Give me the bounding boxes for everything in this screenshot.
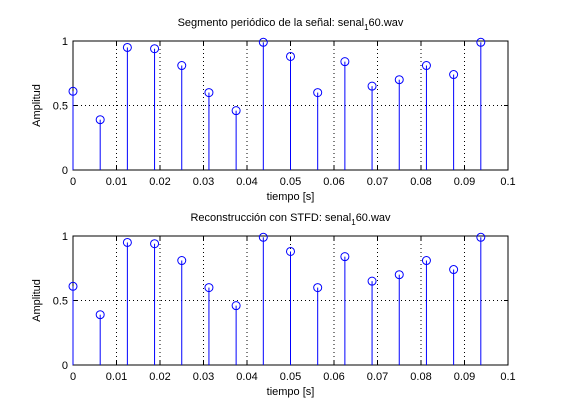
- chart-0-stem-marker: [122, 42, 132, 52]
- chart-1-x-tick-label: 0: [70, 371, 76, 383]
- chart-0-x-axis-label: tiempo [s]: [267, 191, 315, 203]
- chart-0-title-main: Segmento periódico de la señal: senal: [178, 17, 365, 29]
- bottom-stem-plot: 0 0.01 0.02 0.03 0.04 0.05 0.06 0.07 0.08 0.09 0.1…: [31, 212, 516, 398]
- chart-0-stem-marker: [177, 61, 187, 71]
- chart-1-stem-marker: [340, 252, 350, 262]
- chart-1-y-axis-label: Amplitud: [31, 279, 43, 322]
- chart-0-y-tick-label: 0.5: [53, 101, 68, 113]
- chart-0-x-tick-label: 0.08: [410, 176, 431, 188]
- chart-0-stem-marker: [204, 88, 214, 98]
- chart-1-stem-marker: [476, 232, 486, 242]
- chart-1-stem-marker: [68, 281, 78, 291]
- chart-0-x-tick-label: 0.04: [236, 176, 257, 188]
- chart-1-x-tick-label: 0.1: [500, 371, 515, 383]
- chart-1-title-main: Reconstrucción con STFD: senal: [190, 212, 351, 224]
- chart-1-x-tick-label: 0.04: [236, 371, 257, 383]
- chart-0-stem-marker: [231, 106, 241, 116]
- chart-0-stem-marker: [449, 70, 459, 80]
- chart-0-stem-marker: [286, 51, 295, 61]
- chart-1-x-tick-label: 0.05: [280, 371, 301, 383]
- chart-0-x-tick-label: 0.02: [149, 176, 170, 188]
- chart-0-x-tick-label: 0.1: [500, 176, 515, 188]
- chart-0-title: Segmento periódico de la señal: senal160…: [178, 17, 404, 32]
- chart-0-stem-marker: [367, 81, 377, 91]
- chart-1-x-tick-label: 0.08: [410, 371, 431, 383]
- chart-1-stem-marker: [95, 310, 105, 320]
- chart-1-stem-marker: [313, 283, 323, 293]
- chart-0-x-tick-label: 0.09: [454, 176, 475, 188]
- chart-0-stem-marker: [313, 88, 323, 98]
- top-stem-plot: 0 0.01 0.02 0.03 0.04 0.05 0.06 0.07 0.08 0.09 0.1…: [31, 17, 516, 203]
- chart-1-x-tick-label: 0.07: [367, 371, 388, 383]
- chart-1-x-tick-label: 0.09: [454, 371, 475, 383]
- chart-0-y-tick-label: 0: [62, 165, 68, 177]
- chart-0-stem-marker: [476, 37, 486, 47]
- chart-1-y-tick-label: 0.5: [53, 296, 68, 308]
- chart-0-y-tick-label: 1: [62, 36, 68, 48]
- chart-0-stem-marker: [68, 86, 78, 96]
- chart-1-x-tick-label: 0.03: [193, 371, 214, 383]
- chart-0-title-suffix: 60.wav: [369, 17, 404, 29]
- chart-1-x-tick-label: 0.06: [323, 371, 344, 383]
- chart-0-stem-marker: [421, 61, 431, 71]
- chart-0-x-tick-label: 0.05: [280, 176, 301, 188]
- chart-0-title-subscript: 1: [364, 23, 369, 32]
- chart-1-stem-marker: [122, 237, 132, 247]
- chart-0-x-tick-label: 0.06: [323, 176, 344, 188]
- chart-1-stem-marker: [204, 283, 214, 293]
- chart-1-title-suffix: 60.wav: [356, 212, 391, 224]
- chart-1-stem-marker: [394, 270, 404, 280]
- chart-0-x-tick-label: 0: [70, 176, 76, 188]
- chart-1-stem-marker: [421, 256, 431, 266]
- chart-1-stem-marker: [286, 246, 295, 256]
- chart-0-stem-marker: [258, 37, 268, 47]
- chart-1-stem-marker: [449, 265, 459, 275]
- chart-0-x-tick-label: 0.03: [193, 176, 214, 188]
- chart-0-x-tick-label: 0.01: [106, 176, 127, 188]
- chart-0-x-tick-label: 0.07: [367, 176, 388, 188]
- chart-1-title: Reconstrucción con STFD: senal160.wav: [190, 212, 391, 227]
- chart-1-stem-marker: [177, 256, 187, 266]
- chart-0-stem-marker: [340, 57, 350, 67]
- chart-1-x-tick-label: 0.01: [106, 371, 127, 383]
- chart-1-stem-marker: [258, 232, 268, 242]
- chart-0-stem-marker: [150, 44, 160, 54]
- chart-1-y-tick-label: 1: [62, 231, 68, 243]
- chart-1-x-axis-label: tiempo [s]: [267, 386, 315, 398]
- chart-0-y-axis-label: Amplitud: [31, 84, 43, 127]
- chart-1-title-subscript: 1: [351, 218, 356, 227]
- chart-1-stem-marker: [150, 239, 160, 249]
- chart-1-y-tick-label: 0: [62, 360, 68, 372]
- chart-0-stem-marker: [95, 115, 105, 125]
- chart-1-stem-marker: [231, 301, 241, 311]
- chart-1-x-tick-label: 0.02: [149, 371, 170, 383]
- chart-1-stem-marker: [367, 276, 377, 286]
- chart-0-stem-marker: [394, 75, 404, 85]
